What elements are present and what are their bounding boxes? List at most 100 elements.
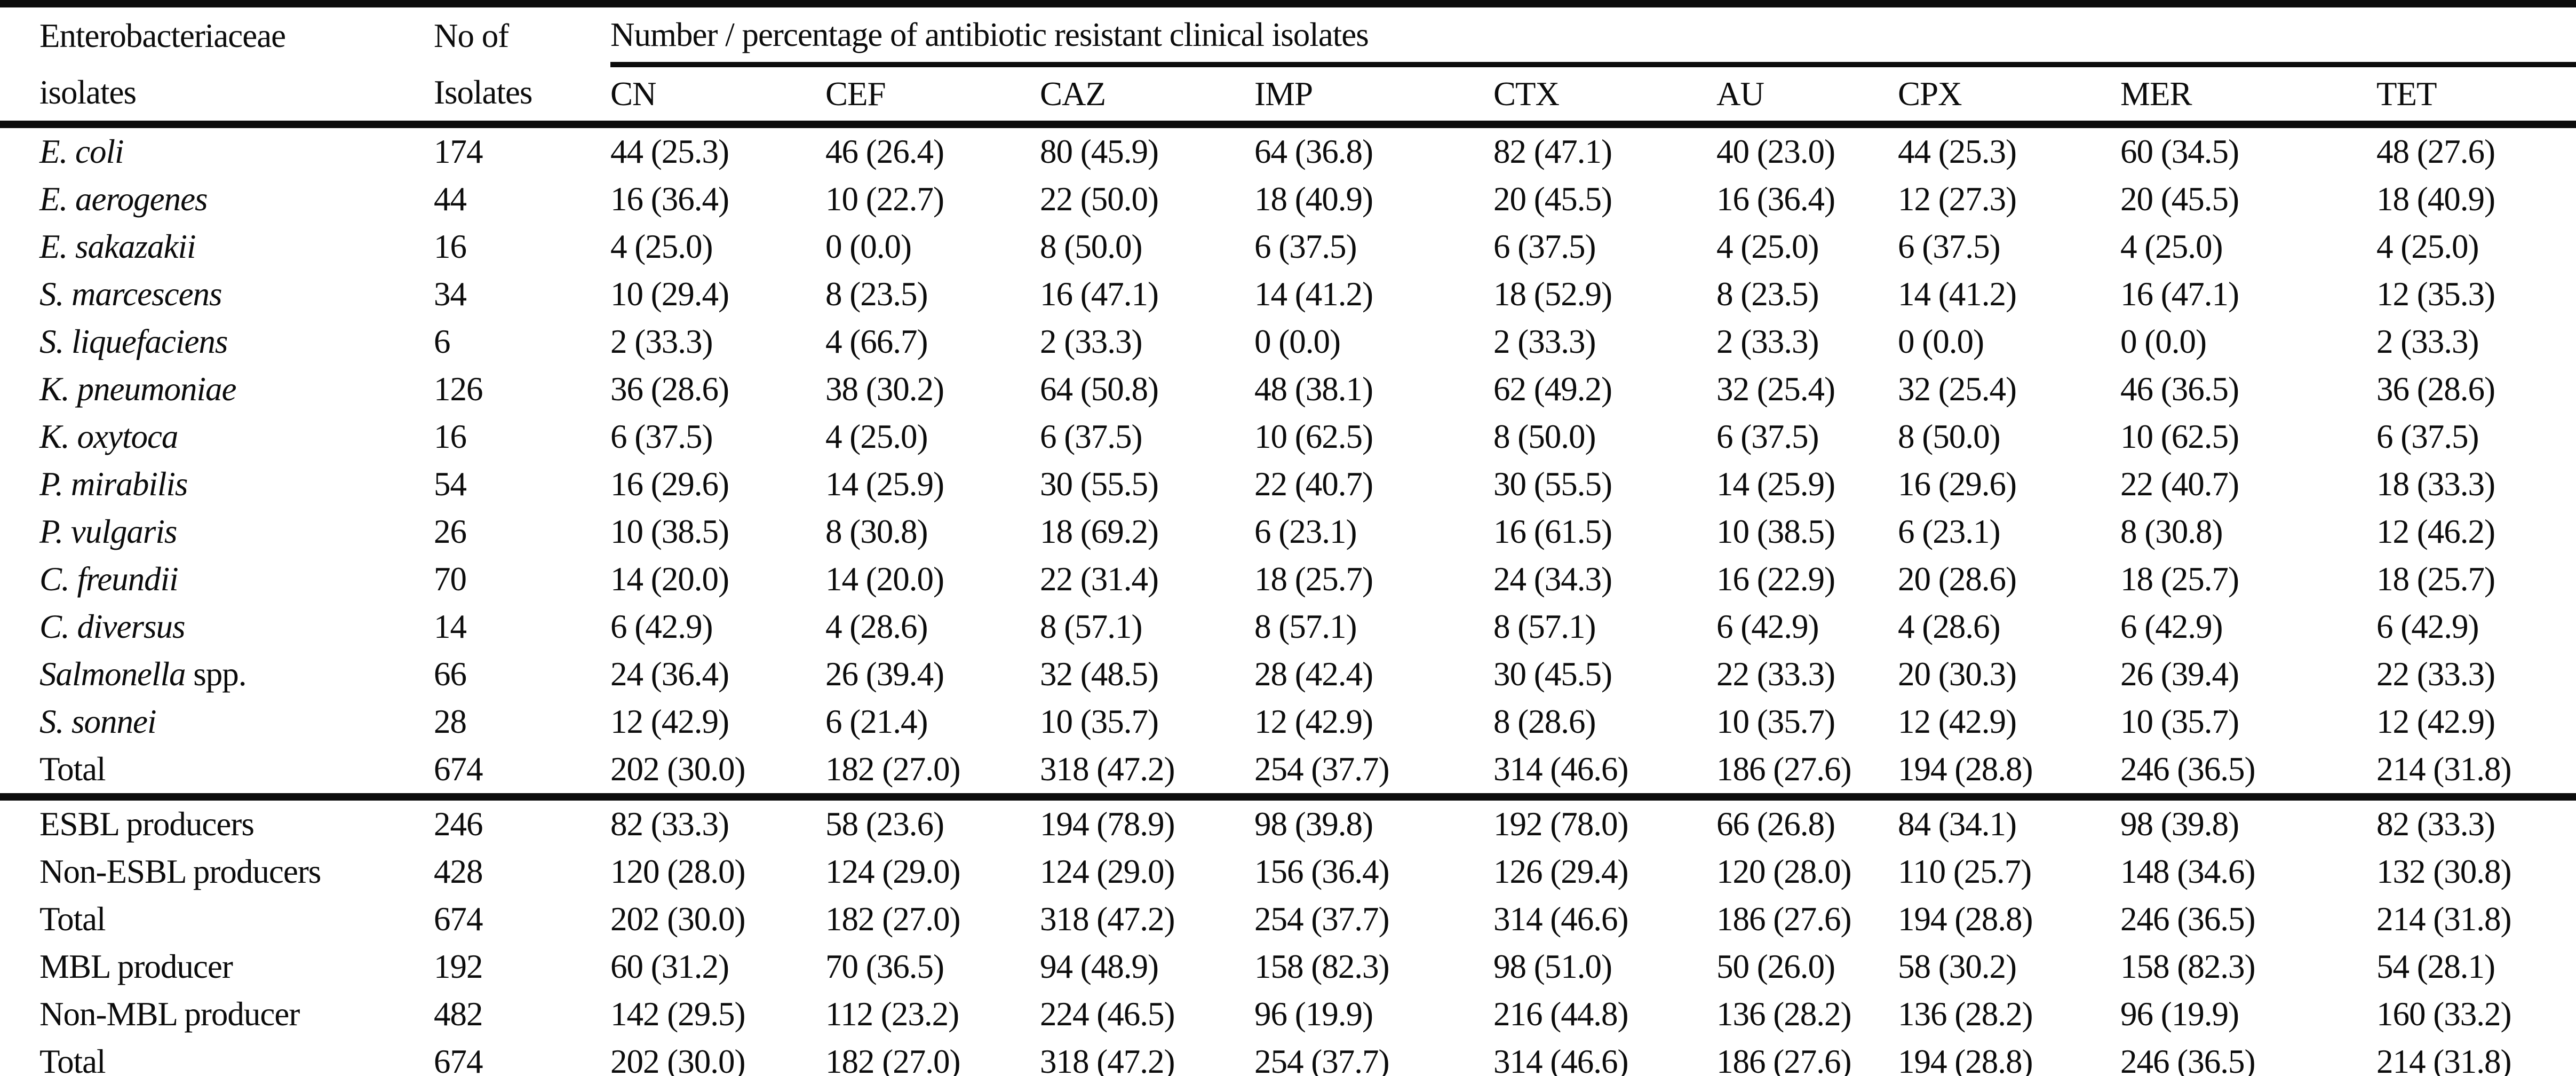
organism-cell: MBL producer [0, 943, 434, 991]
organism-name: E. sakazakii [39, 228, 196, 265]
resistance-value-cell: 98 (39.8) [2120, 793, 2376, 848]
resistance-value-cell: 12 (42.9) [1898, 703, 2017, 740]
resistance-value-cell: 124 (29.0) [825, 853, 960, 890]
resistance-value-cell: 8 (50.0) [1493, 418, 1596, 455]
resistance-value-cell: 40 (23.0) [1716, 133, 1835, 170]
resistance-value-cell: 82 (33.3) [2376, 793, 2576, 848]
resistance-value-cell: 14 (41.2) [1254, 275, 1373, 313]
resistance-value-cell: 112 (23.2) [825, 995, 959, 1033]
organism-name: C. diversus [39, 608, 185, 645]
organism-col-header-line2: isolates [0, 65, 434, 128]
resistance-value-cell: 64 (36.8) [1254, 133, 1373, 170]
isolate-count-cell: 34 [434, 275, 467, 313]
header-row-1: Enterobacteriaceae No of Number / percen… [0, 4, 2576, 67]
isolate-count-cell: 192 [434, 948, 483, 985]
organism-cell: C. freundii [0, 556, 434, 603]
resistance-value-cell: 94 (48.9) [1040, 948, 1159, 985]
resistance-value-cell: 24 (36.4) [610, 655, 729, 693]
resistance-value-cell: 120 (28.0) [1716, 853, 1851, 890]
resistance-value-cell: 186 (27.6) [1716, 900, 1851, 938]
resistance-value-cell: 18 (25.7) [1254, 560, 1373, 598]
resistance-value-cell: 6 (37.5) [1254, 228, 1357, 265]
resistance-value-cell: 22 (33.3) [2376, 655, 2495, 693]
resistance-value-cell: 214 (31.8) [2376, 900, 2511, 938]
isolate-count-cell: 246 [434, 793, 610, 848]
organism-cell: ESBL producers [0, 793, 434, 848]
resistance-value-cell: 14 (41.2) [1898, 275, 2017, 313]
organism-cell: E. aerogenes [0, 176, 434, 223]
resistance-value-cell: 36 (28.6) [2376, 370, 2495, 408]
isolate-count-col-header-line2: Isolates [434, 65, 610, 128]
resistance-value-cell: 4 (25.0) [825, 418, 928, 455]
resistance-value-cell: 6 (37.5) [2376, 418, 2479, 455]
resistance-value-cell: 10 (62.5) [2120, 418, 2239, 455]
resistance-value-cell: 158 (82.3) [2120, 948, 2255, 985]
resistance-value-cell: 58 (30.2) [1898, 948, 2017, 985]
resistance-value-cell: 22 (31.4) [1040, 560, 1159, 598]
table-row: Non-ESBL producers 428 120 (28.0) 124 (29.0… [0, 848, 2576, 896]
antibiotic-col-header: AU [1716, 65, 1898, 128]
table-row: Total 674 202 (30.0) 182 (27.0) 318 (47.2) 25… [0, 746, 2576, 797]
resistance-value-cell: 10 (35.7) [2120, 703, 2239, 740]
resistance-value-cell: 8 (28.6) [1493, 703, 1596, 740]
resistance-value-cell: 16 (36.4) [610, 180, 729, 218]
table-row: S. sonnei 28 12 (42.9) 6 (21.4) 10 (35.7) 12 … [0, 698, 2576, 746]
table-row: Total 674 202 (30.0) 182 (27.0) 318 (47.2) 25… [0, 896, 2576, 943]
resistance-value-cell: 14 (20.0) [610, 560, 729, 598]
organism-cell: P. vulgaris [0, 508, 434, 556]
resistance-value-cell: 156 (36.4) [1254, 853, 1389, 890]
isolate-count-cell: 14 [434, 608, 467, 645]
resistance-value-cell: 10 (62.5) [1254, 418, 1373, 455]
resistance-value-cell: 48 (27.6) [2376, 133, 2495, 170]
resistance-value-cell: 214 (31.8) [2376, 1043, 2511, 1076]
table-row: E. coli 174 44 (25.3) 46 (26.4) 80 (45.9) 64 … [0, 124, 2576, 176]
resistance-value-cell: 254 (37.7) [1254, 900, 1389, 938]
resistance-value-cell: 84 (34.1) [1898, 793, 2120, 848]
resistance-value-cell: 158 (82.3) [1254, 948, 1389, 985]
resistance-value-cell: 148 (34.6) [2120, 853, 2255, 890]
resistance-value-cell: 58 (23.6) [825, 793, 1040, 848]
organism-name: E. aerogenes [39, 180, 208, 218]
isolate-count-cell: 674 [434, 900, 483, 938]
resistance-value-cell: 22 (40.7) [1254, 465, 1373, 503]
table-row: P. vulgaris 26 10 (38.5) 8 (30.8) 18 (69.2) 6… [0, 508, 2576, 556]
resistance-value-cell: 4 (25.0) [1716, 228, 1819, 265]
organism-name: ESBL producers [39, 805, 255, 843]
resistance-value-cell: 30 (55.5) [1493, 465, 1612, 503]
resistance-value-cell: 46 (26.4) [825, 133, 944, 170]
isolate-count-cell: 674 [434, 1043, 483, 1076]
table-row: C. diversus 14 6 (42.9) 4 (28.6) 8 (57.1) 8 (… [0, 603, 2576, 651]
organism-cell: Salmonella spp. [0, 651, 434, 698]
resistance-value-cell: 202 (30.0) [610, 900, 745, 938]
resistance-value-cell: 10 (35.7) [1040, 703, 1159, 740]
organism-cell: S. marcescens [0, 271, 434, 318]
organism-cell: P. mirabilis [0, 461, 434, 508]
isolate-count-cell: 70 [434, 560, 467, 598]
table-row: E. sakazakii 16 4 (25.0) 0 (0.0) 8 (50.0) 6 (… [0, 223, 2576, 271]
resistance-value-cell: 160 (33.2) [2376, 995, 2511, 1033]
resistance-value-cell: 14 (25.9) [825, 465, 944, 503]
antibiotic-col-header: CN [610, 65, 825, 128]
resistance-value-cell: 254 (37.7) [1254, 1043, 1389, 1076]
organism-cell: Non-ESBL producers [0, 848, 434, 896]
resistance-value-cell: 18 (40.9) [1254, 180, 1373, 218]
antibiotic-col-header: CAZ [1040, 65, 1254, 128]
resistance-value-cell: 44 (25.3) [610, 133, 729, 170]
table-row: K. pneumoniae 126 36 (28.6) 38 (30.2) 64 (50… [0, 366, 2576, 413]
resistance-value-cell: 182 (27.0) [825, 750, 960, 788]
table-row: MBL producer 192 60 (31.2) 70 (36.5) 94 (48.… [0, 943, 2576, 991]
resistance-value-cell: 6 (37.5) [1898, 228, 2000, 265]
resistance-value-cell: 16 (22.9) [1716, 560, 1835, 598]
resistance-value-cell: 12 (46.2) [2376, 513, 2495, 550]
table-row: P. mirabilis 54 16 (29.6) 14 (25.9) 30 (55.5… [0, 461, 2576, 508]
antibiotic-col-header: CTX [1493, 65, 1716, 128]
organism-cell: Total [0, 1038, 434, 1076]
table-row: E. aerogenes 44 16 (36.4) 10 (22.7) 22 (50.0… [0, 176, 2576, 223]
resistance-value-cell: 32 (25.4) [1716, 370, 1835, 408]
resistance-value-cell: 16 (47.1) [1040, 275, 1159, 313]
resistance-value-cell: 38 (30.2) [825, 370, 944, 408]
resistance-value-cell: 18 (25.7) [2120, 560, 2239, 598]
isolate-count-cell: 44 [434, 180, 467, 218]
resistance-value-cell: 194 (28.8) [1898, 900, 2033, 938]
